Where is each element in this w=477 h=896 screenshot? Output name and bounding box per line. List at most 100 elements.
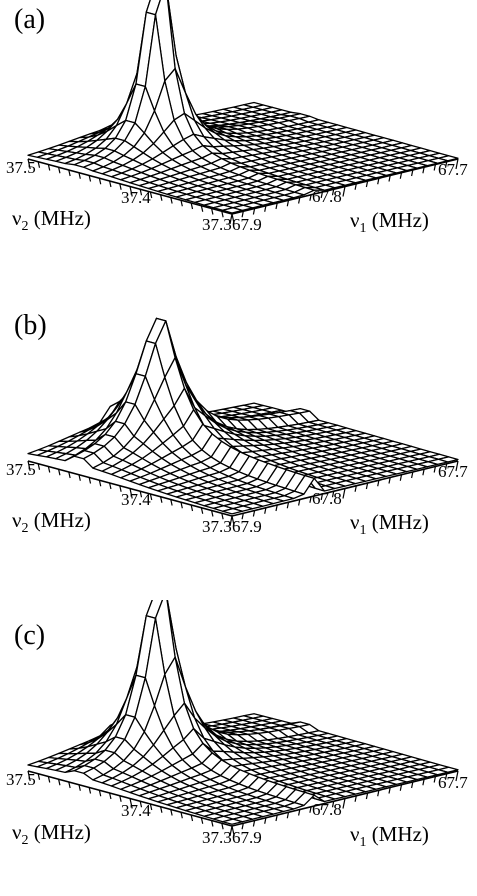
nu1-tick-mark [365,180,369,188]
nu2-tick-mark [88,787,92,794]
nu1-tick-mark [252,510,256,517]
nu2-tick-mark [200,205,204,212]
nu1-tick-mark [241,513,244,520]
surface-plot-a [27,0,459,225]
nu2-tick-mark [27,460,31,472]
nu2-tick-mark [109,180,112,188]
base-axes [27,460,459,527]
nu1-tick-mark [399,474,403,481]
nu2-tick-mark [160,496,163,503]
nu1-tick-mark [377,790,380,797]
nu1-tick-mark [354,183,357,190]
nu2-tick-mark [98,480,102,487]
nu2-tick-mark [231,213,235,225]
surface-mesh [27,600,459,825]
nu2-axis-label: ν2 (MHz) [12,508,91,537]
base-axes [27,158,459,225]
nu1-tick-mark [422,469,425,476]
nu2-tick-mark [98,790,102,797]
nu2-tick-mark [58,469,61,476]
nu2-tick-mark [180,812,183,819]
nu1-tick-67.9: 67.9 [232,215,262,234]
surface-cell [222,507,243,515]
nu1-tick-mark [365,792,369,800]
surface-panel-c: (c) 37.5 37.4 37.3 67.9 67.8 67.7 ν2 (MH… [0,600,477,890]
nu1-tick-mark [320,493,323,501]
nu2-axis-label: ν2 (MHz) [12,206,91,235]
nu1-tick-mark [455,158,459,170]
nu1-tick-mark [298,809,301,816]
nu2-tick-37.3: 37.3 [202,517,232,536]
nu1-tick-mark [455,770,459,782]
nu1-tick-67.7: 67.7 [438,773,468,792]
nu1-tick-mark [320,191,323,199]
nu1-tick-mark [433,466,436,473]
nu1-tick-mark [264,817,267,824]
nu1-tick-mark [331,491,335,498]
nu2-tick-mark [200,817,204,824]
nu2-tick-37.4: 37.4 [121,490,151,509]
nu1-tick-mark [388,787,391,794]
surface-cell [222,207,243,214]
nu1-tick-mark [229,213,233,225]
surface-mesh [27,317,459,515]
nu2-tick-mark [160,194,163,201]
nu1-tick-mark [286,812,290,819]
nu2-tick-mark [129,488,133,499]
nu1-tick-mark [444,463,448,470]
nu1-tick-mark [241,211,244,218]
nu2-tick-mark [88,477,92,484]
nu1-tick-mark [388,175,391,182]
nu2-tick-mark [180,200,183,207]
nu1-tick-mark [331,801,335,808]
nu1-tick-mark [241,823,244,830]
nu1-tick-mark [298,197,301,204]
nu2-tick-mark [88,175,92,182]
nu1-tick-mark [309,496,312,503]
nu1-tick-mark [229,825,233,837]
nu2-tick-mark [68,471,71,479]
surface-mesh [27,0,459,214]
nu2-tick-mark [98,178,102,185]
nu2-tick-mark [78,784,81,791]
nu1-tick-67.7: 67.7 [438,462,468,481]
nu1-tick-mark [264,507,267,514]
nu1-tick-mark [275,202,278,210]
nu1-tick-mark [286,200,290,207]
nu1-tick-mark [309,194,312,201]
nu2-tick-mark [47,776,51,783]
nu1-axis-label: ν1 (MHz) [350,822,429,851]
nu1-tick-mark [331,189,335,196]
nu1-tick-mark [411,781,414,789]
nu1-tick-mark [399,784,403,791]
nu1-tick-mark [275,504,278,512]
nu1-tick-mark [229,515,233,527]
nu2-tick-mark [27,770,31,782]
nu2-tick-mark [231,515,235,527]
surface-cell [222,818,243,825]
nu2-tick-mark [221,211,224,218]
nu1-tick-mark [298,499,301,506]
nu1-tick-mark [354,795,357,802]
nu2-tick-mark [231,825,235,837]
nu2-tick-37.3: 37.3 [202,828,232,847]
nu2-tick-mark [37,463,41,470]
nu2-tick-mark [149,803,153,811]
nu1-tick-mark [422,167,425,174]
nu2-tick-mark [211,208,214,215]
nu2-tick-mark [47,164,51,171]
nu2-tick-mark [129,186,133,197]
nu2-tick-mark [109,482,112,490]
nu1-tick-67.8: 67.8 [312,800,342,819]
panel-label: (c) [14,620,46,651]
nu1-tick-mark [399,172,403,179]
surface-panel-a: (a) 37.5 37.4 37.3 67.9 67.8 67.7 ν2 (MH… [0,0,477,290]
nu2-tick-mark [211,820,214,827]
nu2-tick-37.3: 37.3 [202,215,232,234]
nu2-tick-mark [139,189,143,196]
nu2-tick-mark [119,795,122,802]
nu2-tick-mark [129,798,133,809]
nu2-tick-mark [160,806,163,813]
nu1-tick-67.9: 67.9 [232,517,262,536]
nu2-tick-mark [221,823,224,830]
